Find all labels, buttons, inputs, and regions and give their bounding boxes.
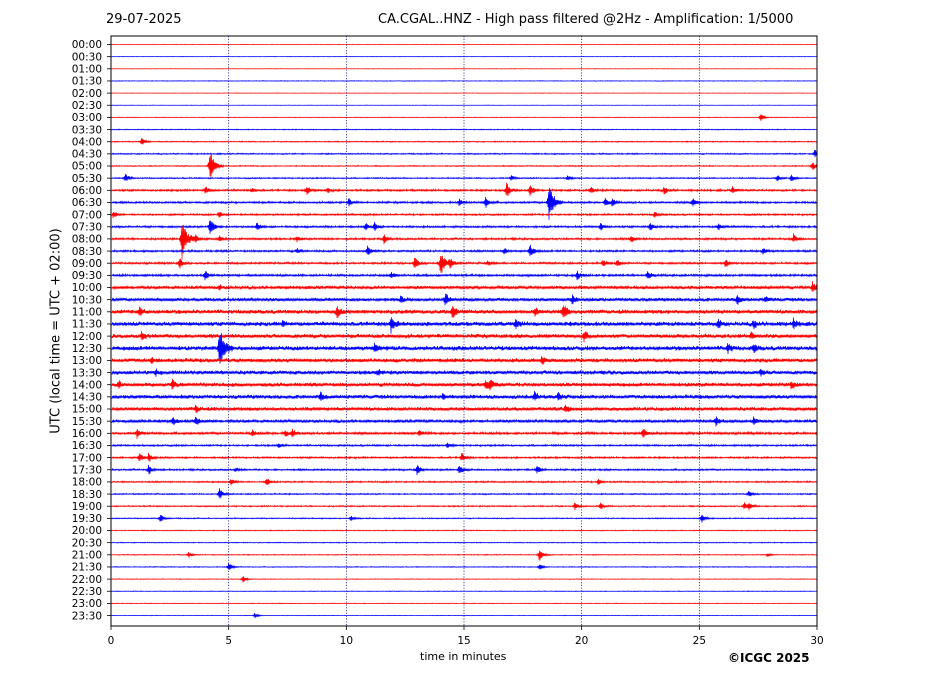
trace-0800	[111, 224, 817, 260]
y-tick-label: 09:30	[72, 270, 102, 282]
trace-1830	[111, 488, 817, 499]
trace-1900	[111, 502, 817, 511]
y-tick-label: 09:00	[72, 258, 102, 270]
y-tick-label: 20:30	[72, 537, 102, 549]
y-axis-ticks: 00:0000:3001:0001:3002:0002:3003:0003:30…	[72, 39, 111, 622]
y-tick-label: 22:00	[72, 574, 102, 586]
y-tick-label: 23:30	[72, 610, 102, 622]
trace-2300	[111, 602, 817, 605]
trace-0930	[111, 270, 817, 281]
y-tick-label: 13:00	[72, 355, 102, 367]
y-tick-label: 01:30	[72, 76, 102, 88]
trace-2000	[111, 529, 817, 532]
y-tick-label: 02:00	[72, 88, 102, 100]
y-tick-label: 22:30	[72, 586, 102, 598]
trace-1700	[111, 452, 817, 462]
y-tick-label: 17:00	[72, 452, 102, 464]
y-axis-label: UTC (local time = UTC + 02:00)	[48, 228, 64, 434]
x-tick-label: 10	[340, 635, 353, 647]
y-tick-label: 05:30	[72, 173, 102, 185]
y-tick-label: 07:00	[72, 209, 102, 221]
y-tick-label: 05:00	[72, 161, 102, 173]
y-tick-label: 18:00	[72, 477, 102, 489]
y-tick-label: 12:00	[72, 331, 102, 343]
y-tick-label: 03:00	[72, 112, 102, 124]
y-tick-label: 16:30	[72, 440, 102, 452]
y-tick-label: 08:00	[72, 234, 102, 246]
y-tick-label: 12:30	[72, 343, 102, 355]
y-tick-label: 02:30	[72, 100, 102, 112]
y-tick-label: 03:30	[72, 124, 102, 136]
x-axis-ticks: 0 5 10 15 20 25 30	[108, 626, 824, 647]
trace-1300	[111, 356, 817, 365]
trace-1530	[111, 416, 817, 427]
y-tick-label: 07:30	[72, 221, 102, 233]
y-tick-label: 06:30	[72, 197, 102, 209]
trace-1100	[111, 305, 817, 319]
x-tick-label: 30	[810, 635, 823, 647]
y-tick-label: 14:30	[72, 392, 102, 404]
y-tick-label: 08:30	[72, 246, 102, 258]
x-tick-label: 15	[457, 635, 470, 647]
trace-0230	[111, 104, 817, 106]
y-tick-label: 00:00	[72, 39, 102, 51]
trace-0630	[111, 187, 817, 220]
y-tick-label: 13:30	[72, 367, 102, 379]
trace-0530	[111, 173, 817, 182]
x-tick-label: 20	[575, 635, 588, 647]
trace-2130	[111, 563, 817, 570]
trace-0400	[111, 137, 817, 145]
y-tick-label: 06:00	[72, 185, 102, 197]
plot-title: CA.CGAL..HNZ - High pass filtered @2Hz -…	[378, 12, 794, 27]
trace-1500	[111, 404, 817, 413]
trace-1200	[111, 330, 817, 343]
y-tick-label: 14:00	[72, 379, 102, 391]
x-axis-label: time in minutes	[420, 650, 507, 663]
x-tick-label: 25	[693, 635, 706, 647]
y-tick-label: 15:00	[72, 404, 102, 416]
y-tick-label: 18:30	[72, 489, 102, 501]
y-tick-label: 10:00	[72, 282, 102, 294]
y-tick-label: 01:00	[72, 64, 102, 76]
y-tick-label: 11:30	[72, 319, 102, 331]
y-tick-label: 21:00	[72, 550, 102, 562]
trace-0330	[111, 128, 817, 131]
y-tick-label: 21:30	[72, 562, 102, 574]
y-tick-label: 17:30	[72, 464, 102, 476]
y-tick-label: 20:00	[72, 525, 102, 537]
trace-0500	[111, 154, 817, 179]
y-tick-label: 11:00	[72, 307, 102, 319]
y-tick-label: 15:30	[72, 416, 102, 428]
y-tick-label: 10:30	[72, 294, 102, 306]
trace-0700	[111, 212, 817, 219]
y-tick-label: 19:00	[72, 501, 102, 513]
y-tick-label: 23:00	[72, 598, 102, 610]
x-tick-label: 5	[225, 635, 232, 647]
y-tick-label: 16:00	[72, 428, 102, 440]
y-tick-label: 04:30	[72, 149, 102, 161]
plot-date: 29-07-2025	[106, 12, 182, 27]
x-tick-label: 0	[108, 635, 115, 647]
y-tick-label: 00:30	[72, 51, 102, 63]
y-tick-label: 19:30	[72, 513, 102, 525]
vertical-gridlines	[228, 36, 700, 626]
y-tick-label: 04:00	[72, 136, 102, 148]
copyright-text: ©ICGC 2025	[728, 651, 810, 665]
